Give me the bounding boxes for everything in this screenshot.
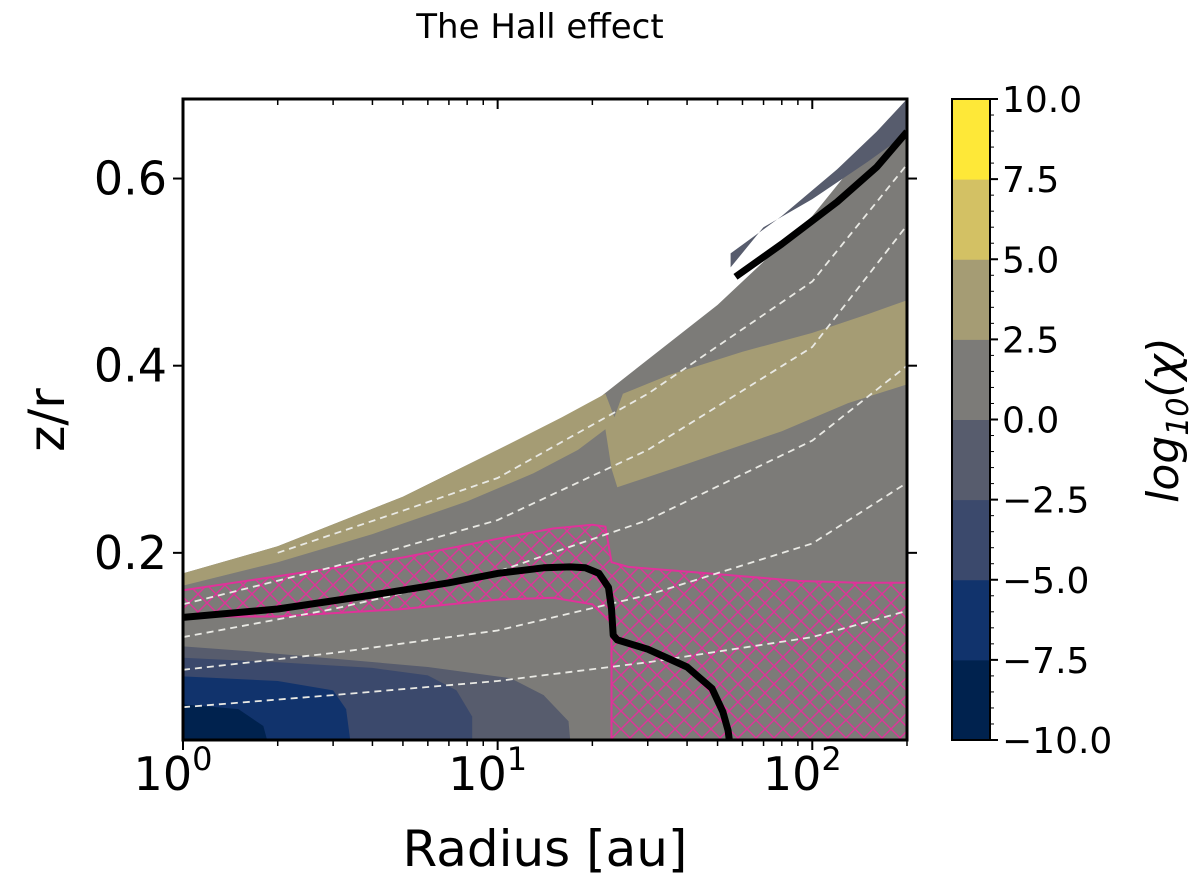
y-tick-label-3: 0.6 (94, 152, 167, 206)
colorbar-tick-label-1: −10.0 (1002, 721, 1112, 762)
colorbar-tick-label-7: 5.0 (1002, 240, 1059, 281)
colorbar-band-3 (952, 499, 990, 581)
colorbar-tick-label-2: −7.5 (1002, 641, 1089, 682)
y-axis-label: z/r (18, 388, 76, 452)
x-tick-base: 10 (448, 747, 507, 801)
colorbar-band-6 (952, 259, 990, 340)
contour-region-4 (183, 704, 268, 740)
x-axis-label: Radius [au] (403, 820, 688, 878)
colorbar-band-2 (952, 579, 990, 661)
y-tick-label-2: 0.4 (94, 339, 167, 393)
colorbar: −10.0 −7.5 −5.0 −2.5 0.0 2.5 5.0 7.5 10.0 (951, 80, 1112, 762)
plot-frame (181, 97, 909, 742)
boundary-line-2 (733, 129, 907, 280)
contour-region-5 (183, 300, 907, 586)
x-tick-label-3: 102 (763, 740, 842, 801)
colorbar-tick-label-9: 10.0 (1002, 80, 1082, 121)
dashed-line-2 (183, 481, 907, 671)
colorbar-tick-label-6: 2.5 (1002, 320, 1059, 361)
colorbar-band-8 (952, 99, 990, 180)
x-tick-exponent: 2 (821, 740, 841, 778)
x-tick-exponent: 0 (192, 740, 212, 778)
boundary-line-1 (183, 563, 733, 740)
colorbar-tick-label-4: −2.5 (1002, 481, 1089, 522)
dashed-line-1 (183, 610, 907, 709)
colorbar-band-4 (952, 419, 990, 501)
dashed-line-5 (277, 163, 907, 554)
colorbar-label-sub: 10 (1161, 398, 1196, 436)
colorbar-tick-label-8: 7.5 (1002, 160, 1059, 201)
x-tick-label-2: 101 (448, 740, 527, 801)
colorbar-label-base: log (1138, 436, 1189, 503)
x-tick-base: 10 (134, 747, 193, 801)
x-tick-label-1: 100 (134, 740, 213, 801)
colorbar-label: log10(χ) (1138, 337, 1196, 503)
colorbar-tick-label-3: −5.0 (1002, 561, 1089, 602)
y-tick-label-1: 0.2 (94, 526, 167, 580)
chart-title: The Hall effect (415, 7, 663, 47)
colorbar-band-7 (952, 179, 990, 260)
contour-lines (183, 129, 907, 740)
colorbar-tick-label-5: 0.0 (1002, 401, 1059, 442)
x-tick-exponent: 1 (507, 740, 527, 778)
colorbar-band-1 (952, 659, 990, 741)
hatched-region (183, 523, 907, 740)
plot-area (183, 99, 907, 740)
dashed-line-4 (183, 224, 907, 606)
dashed-line-3 (183, 364, 907, 638)
colorbar-label-tail: (χ) (1138, 337, 1189, 397)
colorbar-band-5 (952, 339, 990, 420)
x-tick-base: 10 (763, 747, 822, 801)
